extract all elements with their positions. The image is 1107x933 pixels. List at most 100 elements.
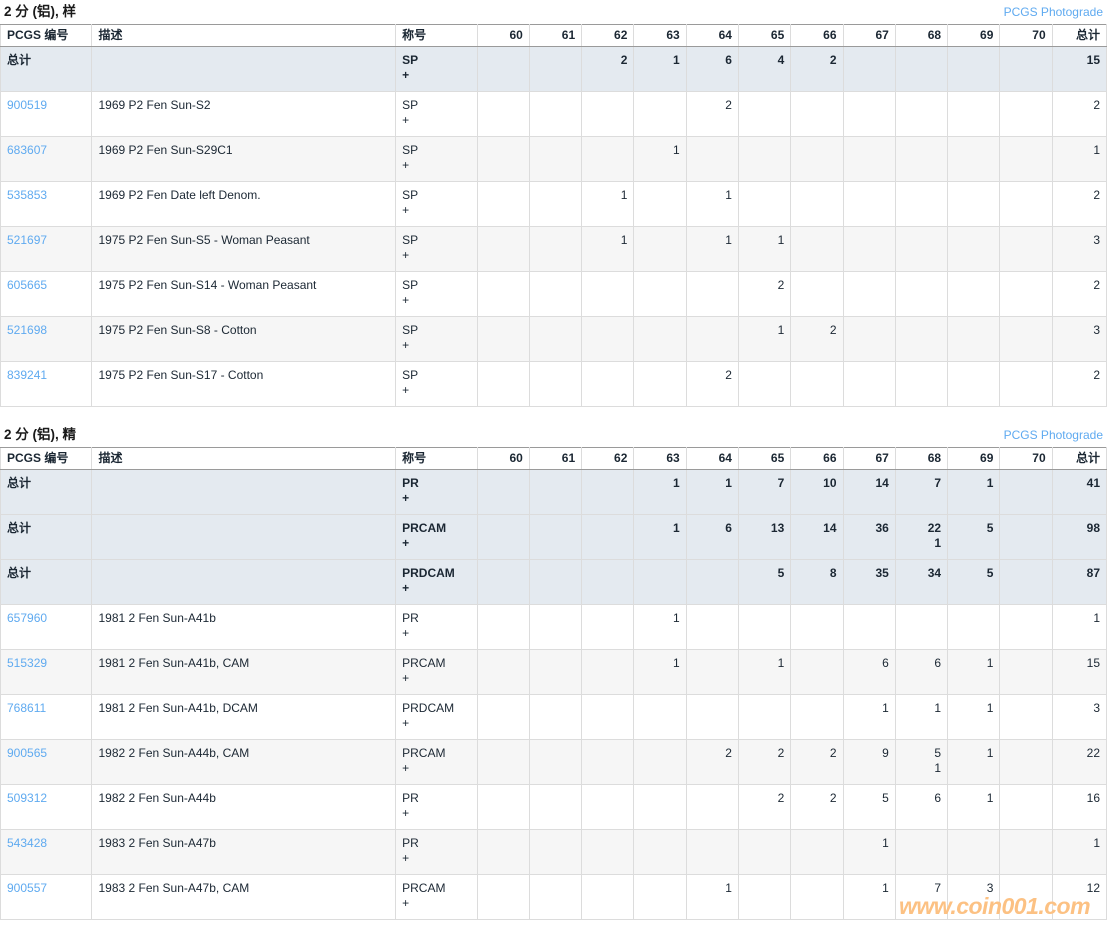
cell-grade-66 xyxy=(790,91,844,137)
designation-plus: + xyxy=(402,338,410,352)
column-header-designation: 称号 xyxy=(395,447,478,470)
table-row: 515329 1981 2 Fen Sun-A41b, CAM PRCAM +1 1 6 6… xyxy=(0,649,1107,695)
cell-pcgs-number: 900565 xyxy=(0,739,93,785)
grade-section: 2 分 (铝), 样 PCGS Photograde PCGS 编号 描述 称号 60 61… xyxy=(0,0,1107,407)
cell-grade-61 xyxy=(528,874,583,920)
cell-grade-60 xyxy=(476,829,530,875)
pcgs-number-link[interactable]: 521698 xyxy=(7,323,48,337)
pcgs-number-link[interactable]: 900565 xyxy=(7,746,48,760)
cell-grade-69 xyxy=(947,271,1001,317)
pcgs-photograde-link[interactable]: PCGS Photograde xyxy=(1003,5,1103,19)
column-header-designation: 称号 xyxy=(395,24,478,47)
designation-plus: + xyxy=(402,581,410,595)
column-header-grade-62: 62 xyxy=(581,24,635,47)
grade-count: 2 xyxy=(829,323,837,337)
cell-grade-70 xyxy=(999,91,1053,137)
grade-count: 2 xyxy=(829,53,837,67)
cell-pcgs-number: 543428 xyxy=(0,829,93,875)
cell-row-total: 1 xyxy=(1051,604,1107,650)
cell-grade-61 xyxy=(528,649,583,695)
cell-designation: PRCAM + xyxy=(395,514,478,560)
pcgs-number-link[interactable]: 683607 xyxy=(7,143,48,157)
pcgs-number-link[interactable]: 900557 xyxy=(7,881,48,895)
pcgs-number-link[interactable]: 657960 xyxy=(7,611,48,625)
total-label: 总计 xyxy=(7,53,32,67)
cell-grade-70 xyxy=(999,136,1053,182)
cell-grade-61 xyxy=(528,829,583,875)
grade-count: 5 xyxy=(934,746,942,760)
pcgs-number-link[interactable]: 515329 xyxy=(7,656,48,670)
pcgs-number-link[interactable]: 521697 xyxy=(7,233,48,247)
pcgs-number-link[interactable]: 509312 xyxy=(7,791,48,805)
cell-row-total: 15 xyxy=(1051,46,1107,92)
cell-description: 1983 2 Fen Sun-A47b, CAM xyxy=(91,874,397,920)
cell-row-total: 2 xyxy=(1051,271,1107,317)
grade-count: 3 xyxy=(986,881,994,895)
table-row: 521698 1975 P2 Fen Sun-S8 - Cotton SP +1 2 3 xyxy=(0,316,1107,362)
grade-count: 2 xyxy=(725,746,732,760)
cell-grade-68: 6 xyxy=(894,784,949,830)
cell-grade-64 xyxy=(685,649,739,695)
cell-grade-61 xyxy=(528,181,583,227)
pcgs-number-link[interactable]: 605665 xyxy=(7,278,48,292)
cell-grade-62 xyxy=(581,91,635,137)
cell-row-total: 2 xyxy=(1051,181,1107,227)
cell-grade-66 xyxy=(790,136,844,182)
cell-description: 1983 2 Fen Sun-A47b xyxy=(91,829,397,875)
cell-grade-60 xyxy=(476,874,530,920)
grade-count: 6 xyxy=(934,656,942,670)
cell-grade-65 xyxy=(737,694,792,740)
table-row: 521697 1975 P2 Fen Sun-S5 - Woman Peasant… xyxy=(0,226,1107,272)
cell-grade-63: 1 xyxy=(633,604,687,650)
cell-grade-62: 1 xyxy=(581,226,635,272)
cell-grade-62 xyxy=(581,136,635,182)
grade-count: 2 xyxy=(620,53,628,67)
grade-count: 1 xyxy=(986,791,994,805)
designation-plus: + xyxy=(402,383,410,397)
grade-count-secondary: 1 xyxy=(934,536,942,550)
pcgs-number-link[interactable]: 900519 xyxy=(7,98,48,112)
table-row: 543428 1983 2 Fen Sun-A47b PR +1 1 xyxy=(0,829,1107,875)
cell-grade-66: 2 xyxy=(790,46,844,92)
column-header-grade-61: 61 xyxy=(528,24,583,47)
cell-row-total: 2 xyxy=(1051,91,1107,137)
cell-grade-61 xyxy=(528,694,583,740)
pcgs-number-link[interactable]: 543428 xyxy=(7,836,48,850)
cell-grade-63: 1 xyxy=(633,136,687,182)
cell-grade-60 xyxy=(476,46,530,92)
cell-pcgs-number: 839241 xyxy=(0,361,93,407)
cell-grade-65 xyxy=(737,604,792,650)
cell-description xyxy=(91,559,397,605)
cell-grade-65 xyxy=(737,829,792,875)
column-header-grade-60: 60 xyxy=(476,447,530,470)
pcgs-photograde-link[interactable]: PCGS Photograde xyxy=(1003,428,1103,442)
cell-grade-67: 1 xyxy=(842,829,896,875)
cell-designation: PR + xyxy=(395,469,478,515)
designation-label: SP xyxy=(402,53,419,67)
grade-count: 5 xyxy=(986,521,994,535)
cell-description: 1982 2 Fen Sun-A44b, CAM xyxy=(91,739,397,785)
grade-count: 1 xyxy=(673,656,680,670)
grade-count: 2 xyxy=(777,746,785,760)
cell-pcgs-number: 515329 xyxy=(0,649,93,695)
cell-grade-68: 22 1 xyxy=(894,514,949,560)
cell-grade-69 xyxy=(947,604,1001,650)
pcgs-number-link[interactable]: 768611 xyxy=(7,701,47,715)
cell-grade-70 xyxy=(999,361,1053,407)
cell-grade-64 xyxy=(685,136,739,182)
cell-grade-66 xyxy=(790,226,844,272)
cell-designation: PR + xyxy=(395,829,478,875)
cell-grade-66 xyxy=(790,271,844,317)
grade-count: 14 xyxy=(823,521,837,535)
pcgs-number-link[interactable]: 535853 xyxy=(7,188,48,202)
grade-count: 1 xyxy=(673,521,680,535)
pcgs-number-link[interactable]: 839241 xyxy=(7,368,48,382)
cell-grade-60 xyxy=(476,361,530,407)
column-header-grade-68: 68 xyxy=(894,447,949,470)
cell-grade-61 xyxy=(528,46,583,92)
cell-grade-70 xyxy=(999,46,1053,92)
grade-count: 1 xyxy=(673,611,680,625)
designation-plus: + xyxy=(402,68,410,82)
designation-plus: + xyxy=(402,716,410,730)
section-header: 2 分 (铝), 精 PCGS Photograde xyxy=(0,423,1107,447)
